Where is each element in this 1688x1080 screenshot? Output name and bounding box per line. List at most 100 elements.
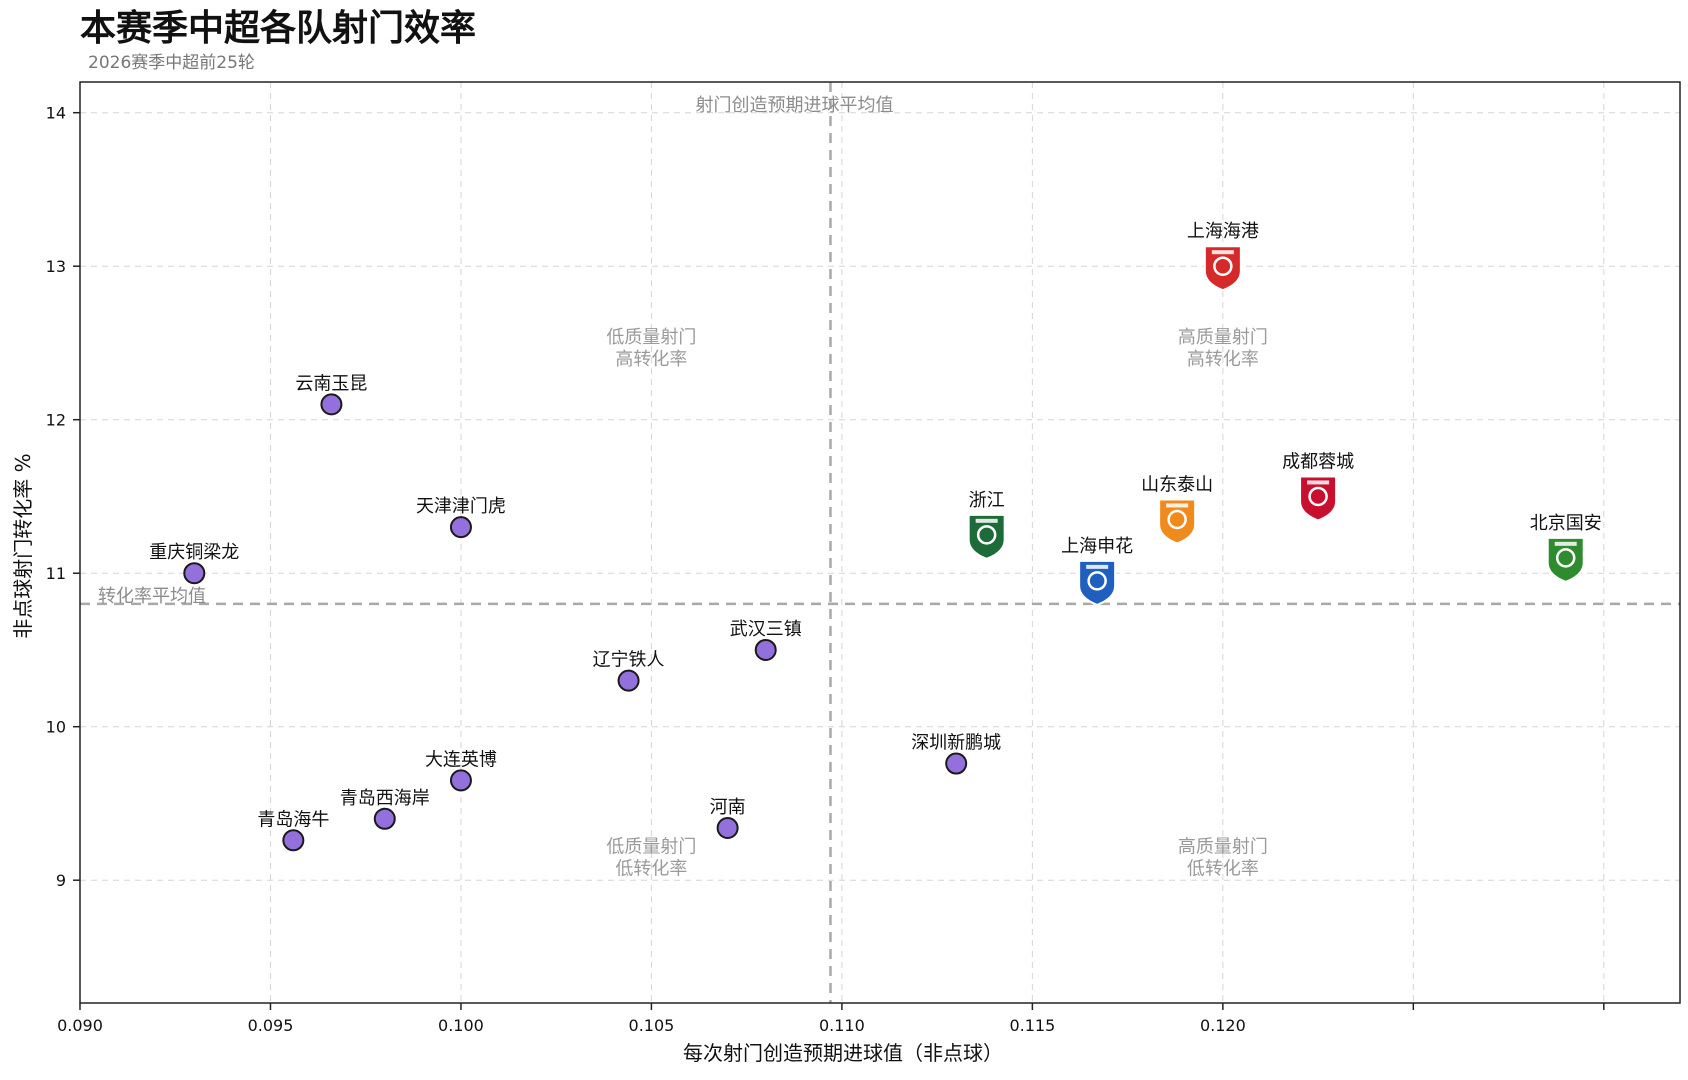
x-average-label: 射门创造预期进球平均值 <box>695 95 893 116</box>
badge-shield <box>1078 559 1117 606</box>
badge-shield <box>1546 536 1585 583</box>
y-average-label: 转化率平均值 <box>98 586 206 607</box>
point-label: 武汉三镇 <box>730 619 802 640</box>
team-point: 成都蓉城 <box>1282 451 1354 522</box>
point-label: 山东泰山 <box>1141 474 1213 495</box>
team-badge-icon <box>1299 475 1338 522</box>
quadrant-label-top-right: 高转化率 <box>1187 349 1259 370</box>
point-label: 大连英博 <box>425 749 497 770</box>
team-badge-icon <box>1203 245 1242 292</box>
x-axis-label: 每次射门创造预期进球值（非点球） <box>683 1041 1003 1065</box>
x-tick-label: 0.100 <box>438 1016 484 1035</box>
team-point: 青岛西海岸 <box>340 788 430 830</box>
team-point: 上海申花 <box>1061 536 1133 606</box>
team-badge-icon <box>1546 536 1585 583</box>
y-axis-label: 非点球射门转化率 % <box>11 453 35 638</box>
badge-band <box>975 518 998 523</box>
chart-title: 本赛季中超各队射门效率 <box>80 8 476 49</box>
x-tick-label: 0.115 <box>1009 1016 1055 1035</box>
x-tick-label: 0.090 <box>57 1016 103 1035</box>
point-marker <box>183 562 206 585</box>
team-point: 武汉三镇 <box>730 619 802 661</box>
quadrant-label-bottom-right: 高质量射门 <box>1178 837 1268 858</box>
point-marker <box>716 817 739 840</box>
team-point: 深圳新鹏城 <box>911 733 1001 775</box>
badge-shield <box>1158 498 1197 545</box>
team-point: 上海海港 <box>1187 221 1259 292</box>
badge-band <box>1166 503 1189 508</box>
point-label: 青岛西海岸 <box>340 788 430 809</box>
quadrant-label-top-left: 低质量射门 <box>606 327 696 348</box>
y-tick-label: 13 <box>46 257 66 276</box>
team-point: 天津津门虎 <box>416 496 506 539</box>
point-marker <box>282 829 305 852</box>
point-marker <box>449 769 472 792</box>
point-label: 河南 <box>710 797 746 818</box>
quadrant-label-bottom-right: 低转化率 <box>1187 859 1259 880</box>
plot-frame <box>79 81 1681 1004</box>
team-point: 云南玉昆 <box>295 373 367 416</box>
chart-subtitle: 2026赛季中超前25轮 <box>88 52 255 73</box>
y-tick-label: 10 <box>46 718 66 737</box>
point-marker <box>617 669 640 692</box>
team-badge-icon <box>1158 498 1197 545</box>
point-marker <box>373 807 396 830</box>
x-tick-label: 0.095 <box>248 1016 294 1035</box>
team-point: 北京国安 <box>1530 513 1602 583</box>
y-tick-label: 14 <box>46 104 66 123</box>
point-label: 天津津门虎 <box>416 496 506 517</box>
badge-emblem <box>1087 571 1107 591</box>
badge-band <box>1554 541 1577 546</box>
point-label: 成都蓉城 <box>1282 451 1354 472</box>
badge-emblem <box>1167 509 1187 530</box>
point-label: 上海海港 <box>1187 221 1259 242</box>
team-point: 浙江 <box>967 490 1006 560</box>
team-badge-icon <box>1078 559 1117 606</box>
point-label: 云南玉昆 <box>295 373 367 394</box>
team-point: 大连英博 <box>425 749 497 792</box>
team-point: 辽宁铁人 <box>593 650 665 692</box>
team-point: 重庆铜梁龙 <box>149 542 239 585</box>
grid-lines <box>79 82 1680 1003</box>
axes: 0.090 0.095 0.100 0.105 0.110 0.115 0.120 9 10 11… <box>46 81 1681 1035</box>
point-label: 重庆铜梁龙 <box>149 542 239 563</box>
x-tick-label: 0.120 <box>1200 1016 1246 1035</box>
point-marker <box>320 393 343 416</box>
quadrant-label-top-right: 高质量射门 <box>1178 327 1268 348</box>
team-point: 青岛海牛 <box>257 809 329 852</box>
y-tick-label: 11 <box>46 564 66 583</box>
point-label: 青岛海牛 <box>257 809 329 830</box>
x-tick-label: 0.105 <box>629 1016 675 1035</box>
point-label: 辽宁铁人 <box>593 650 665 671</box>
badge-shield <box>967 513 1006 560</box>
badge-band <box>1211 250 1234 255</box>
y-tick-label: 12 <box>46 411 66 430</box>
quadrant-label-bottom-left: 低质量射门 <box>606 837 696 858</box>
badge-emblem <box>1213 256 1233 276</box>
badge-band <box>1307 480 1330 485</box>
quadrant-label-bottom-left: 低转化率 <box>615 859 687 880</box>
x-tick-label: 0.110 <box>819 1016 865 1035</box>
team-point: 河南 <box>710 797 746 840</box>
badge-shield <box>1299 475 1338 522</box>
point-label: 北京国安 <box>1530 513 1602 534</box>
point-marker <box>449 516 472 539</box>
badge-emblem <box>1308 486 1328 507</box>
point-marker <box>945 752 968 775</box>
point-marker <box>754 638 777 661</box>
point-label: 浙江 <box>969 490 1005 511</box>
team-point: 山东泰山 <box>1141 474 1213 545</box>
badge-band <box>1086 564 1109 569</box>
badge-emblem <box>976 525 997 545</box>
badge-emblem <box>1555 548 1576 568</box>
point-label: 深圳新鹏城 <box>911 733 1001 754</box>
quadrant-label-top-left: 高转化率 <box>615 349 687 370</box>
team-badge-icon <box>967 513 1006 560</box>
point-label: 上海申花 <box>1061 536 1133 557</box>
y-tick-label: 9 <box>56 871 66 890</box>
badge-shield <box>1203 245 1242 292</box>
